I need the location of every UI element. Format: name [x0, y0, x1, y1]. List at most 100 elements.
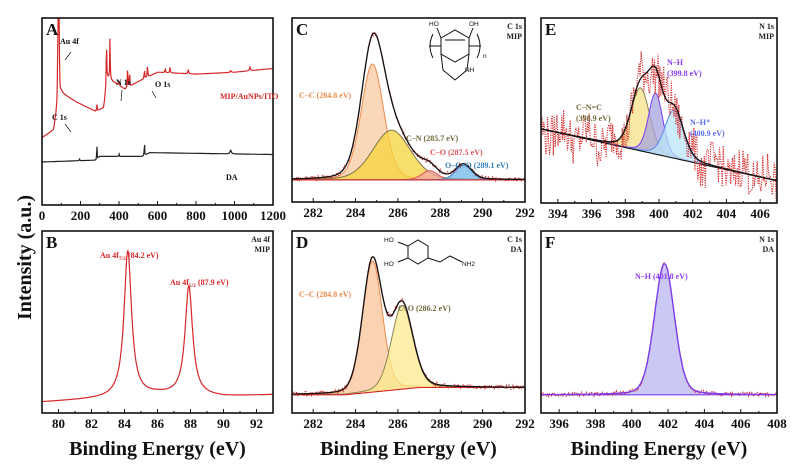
envelope-line — [292, 256, 525, 395]
x-tick-label: 90 — [217, 416, 230, 431]
x-tick-label: 286 — [388, 416, 408, 431]
structure-label: n — [483, 53, 487, 60]
x-tick-label: 288 — [431, 416, 451, 431]
series-line-da — [42, 144, 273, 163]
plot-area-D — [292, 254, 525, 398]
x-tick-label: 0 — [39, 208, 46, 223]
x-tick-label: 396 — [549, 416, 569, 431]
structure-label: OH — [469, 21, 479, 28]
x-tick-label: 400 — [109, 208, 129, 223]
panel-frame — [291, 17, 526, 203]
component-label: N–H — [667, 58, 684, 67]
component-fill-1 — [541, 93, 777, 181]
brackets — [429, 33, 481, 59]
component-label: C–C (284.8 eV) — [299, 91, 352, 100]
x-tick-label: 290 — [473, 205, 493, 220]
component-fill-1 — [292, 305, 525, 395]
envelope-line — [292, 32, 525, 181]
x-tick-label: 398 — [586, 416, 606, 431]
annotation-n-1s: N 1s — [116, 78, 131, 87]
x-tick-label: 86 — [151, 416, 165, 431]
corner-text: MIP — [254, 245, 270, 254]
annotation-au-4f: Au 4f — [60, 37, 79, 46]
component-label: C–C (284.8 eV) — [299, 290, 352, 299]
series-line-mip-aunps-ito — [42, 18, 273, 139]
x-tick-label: 404 — [695, 416, 715, 431]
corner-text: MIP — [506, 32, 522, 41]
corner-text: C 1s — [507, 22, 522, 31]
envelope-line — [541, 263, 777, 396]
x-tick-label: 284 — [346, 205, 366, 220]
x-tick-label: 80 — [52, 416, 65, 431]
x-tick-label: 88 — [184, 416, 198, 431]
x-tick-label: 398 — [616, 206, 636, 221]
x-tick-label: 404 — [717, 206, 737, 221]
structure-label: HO — [384, 237, 394, 244]
plot-area-B — [42, 249, 273, 403]
y-axis-label: Intensity (a.u.) — [14, 195, 36, 320]
x-tick-label: 282 — [303, 205, 323, 220]
annotation-leader — [120, 89, 123, 102]
annotation-leader — [151, 90, 157, 99]
component-label: C–N (285.7 eV) — [406, 134, 459, 143]
corner-text: DA — [762, 245, 774, 254]
component-label: N–H (401.8 eV) — [635, 272, 688, 281]
substituent-bonds — [397, 241, 463, 263]
component-label: (398.9 eV) — [576, 114, 611, 123]
x-tick-label: 400 — [622, 416, 642, 431]
x-tick-label: 286 — [388, 205, 408, 220]
annotation-c-1s: C 1s — [52, 113, 67, 122]
x-tick-label: 402 — [683, 206, 703, 221]
component-label: C–O (287.5 eV) — [430, 148, 483, 157]
x-tick-label: 1000 — [222, 208, 248, 223]
x-tick-label: 92 — [250, 416, 263, 431]
envelope-line — [541, 65, 777, 182]
component-fill-0 — [541, 263, 777, 395]
x-tick-label: 1200 — [260, 208, 286, 223]
component-label: (399.8 eV) — [667, 69, 702, 78]
annotation-da: DA — [226, 173, 238, 182]
x-tick-label: 292 — [515, 205, 535, 220]
corner-text: N 1s — [759, 22, 774, 31]
component-fill-2 — [541, 110, 777, 181]
benzene-ring — [440, 29, 470, 63]
plot-area-A — [42, 18, 273, 163]
structure-label: NH — [465, 67, 475, 74]
x-tick-label: 82 — [85, 416, 98, 431]
structure-label: NH2 — [462, 261, 475, 268]
panel-A: 0 200 400 600 800 1000 1200 AAu 4f C 1s N 1s O 1s M… — [39, 17, 286, 223]
x-tick-label: 394 — [548, 206, 568, 221]
annotation-leader — [64, 123, 72, 133]
annotation-o-1s: O 1s — [155, 80, 170, 89]
pyrrole-ring — [440, 53, 470, 81]
peak-annotation: Au 4f7/2 (84.2 eV) — [100, 251, 159, 262]
x-tick-label: 800 — [186, 208, 206, 223]
structure-label: HO — [384, 261, 394, 268]
mip-structure: HO OH NH n — [429, 21, 487, 81]
corner-text: N 1s — [759, 235, 774, 244]
plot-area-E — [541, 51, 777, 201]
series-line-au-4f — [42, 249, 273, 403]
x-tick-label: 408 — [767, 416, 787, 431]
x-tick-label: 282 — [303, 416, 323, 431]
panel-frame — [291, 230, 526, 414]
x-axis-label: Binding Energy (eV) — [320, 438, 497, 460]
hydroxyl-bonds — [436, 27, 474, 39]
corner-text: Au 4f — [251, 235, 270, 244]
x-tick-label: 406 — [731, 416, 751, 431]
x-tick-label: 288 — [431, 205, 451, 220]
structure-label: HO — [429, 21, 439, 28]
x-tick-label: 284 — [346, 416, 366, 431]
x-axis-label: Binding Energy (eV) — [69, 438, 246, 460]
raw-data-points — [292, 31, 525, 184]
x-tick-label: 402 — [658, 416, 678, 431]
corner-text: MIP — [758, 32, 774, 41]
x-axis-label: Binding Energy (eV) — [571, 438, 748, 460]
annotation-mip-aunps-ito: MIP/AuNPs/ITO — [220, 92, 279, 101]
corner-text: C 1s — [507, 235, 522, 244]
